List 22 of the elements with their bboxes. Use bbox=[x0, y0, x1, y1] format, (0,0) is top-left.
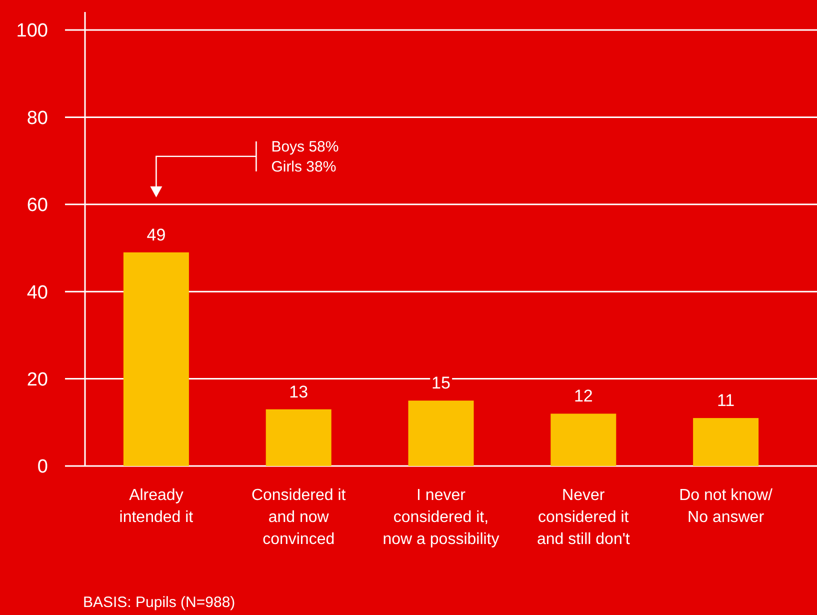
bar bbox=[550, 414, 616, 466]
y-tick-label: 60 bbox=[26, 195, 48, 216]
x-tick-label: I never considered it, now a possibility bbox=[382, 487, 500, 548]
y-tick-label: 40 bbox=[26, 282, 48, 304]
y-tick-label: 100 bbox=[16, 20, 48, 42]
bar bbox=[408, 400, 474, 466]
x-tick-label: Never considered it and still don't bbox=[536, 487, 630, 548]
annotation: Boys 58% Girls 38% bbox=[271, 138, 339, 176]
bar bbox=[693, 418, 759, 466]
x-tick-label: Do not know/ No answer bbox=[679, 487, 774, 526]
data-label: 13 bbox=[289, 382, 308, 402]
data-label: 11 bbox=[716, 391, 735, 410]
data-label: 12 bbox=[574, 386, 593, 406]
bar bbox=[123, 252, 189, 466]
x-tick-label: Already intended it bbox=[119, 487, 194, 526]
x-tick-label: Considered it and now convinced bbox=[251, 487, 346, 548]
text: BASIS: Pupils (N=988) bbox=[83, 594, 236, 611]
y-tick-label: 20 bbox=[26, 369, 48, 390]
data-label: 49 bbox=[146, 225, 166, 244]
bar bbox=[266, 409, 332, 466]
y-tick-label: 80 bbox=[26, 108, 48, 129]
y-tick-label: 0 bbox=[37, 456, 48, 478]
